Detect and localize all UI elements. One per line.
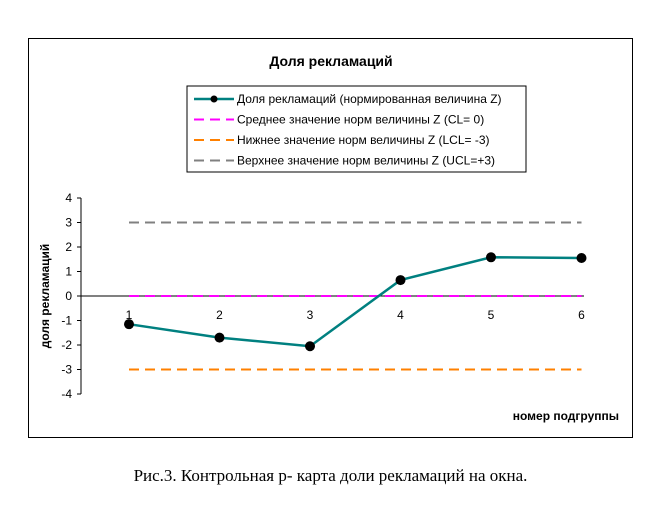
legend-label-1: Доля рекламаций (нормированная величина …	[237, 92, 502, 106]
data-point	[395, 275, 406, 286]
chart-title: Доля рекламаций	[269, 53, 392, 69]
y-tick-label: 1	[65, 265, 72, 279]
y-tick-label: -3	[61, 363, 72, 377]
y-tick-label: -4	[61, 387, 72, 401]
line-chart: Доля рекламаций Доля рекламаций (нормиров…	[38, 53, 619, 423]
legend-label-2: Среднее значение норм величины Z (CL= 0)	[237, 113, 484, 127]
data-point	[305, 341, 315, 352]
legend-label-3: Нижнее значение норм величины Z (LCL= -3…	[237, 133, 490, 147]
x-axis-label: номер подгруппы	[513, 409, 619, 423]
data-point	[214, 332, 225, 343]
x-tick-label: 1	[126, 308, 133, 322]
x-tick-label: 5	[488, 308, 495, 322]
series-line-1	[128, 256, 582, 348]
data-point	[124, 319, 134, 330]
y-tick-label: 2	[65, 240, 72, 254]
data-point	[486, 252, 496, 263]
y-tick-label: 0	[65, 289, 72, 303]
legend-label-4: Верхнее значение норм величины Z (UCL=+3…	[237, 154, 495, 168]
data-point	[576, 253, 587, 264]
x-tick-label: 3	[307, 308, 314, 322]
legend-box	[186, 85, 527, 173]
x-tick-label: 2	[216, 308, 223, 322]
x-tick-label: 6	[578, 308, 585, 322]
y-tick-label: -2	[61, 338, 72, 352]
y-tick-label: -1	[61, 314, 72, 328]
figure-caption: Рис.3. Контрольная p- карта доли реклама…	[133, 466, 528, 485]
y-tick-label: 3	[65, 216, 72, 230]
y-tick-label: 4	[65, 191, 72, 205]
y-axis-label: доля рекламаций	[38, 244, 52, 349]
x-tick-label: 4	[397, 308, 404, 322]
legend-marker-1	[210, 95, 218, 103]
chart-area: Доля рекламаций Доля рекламаций (нормиров…	[28, 38, 633, 438]
